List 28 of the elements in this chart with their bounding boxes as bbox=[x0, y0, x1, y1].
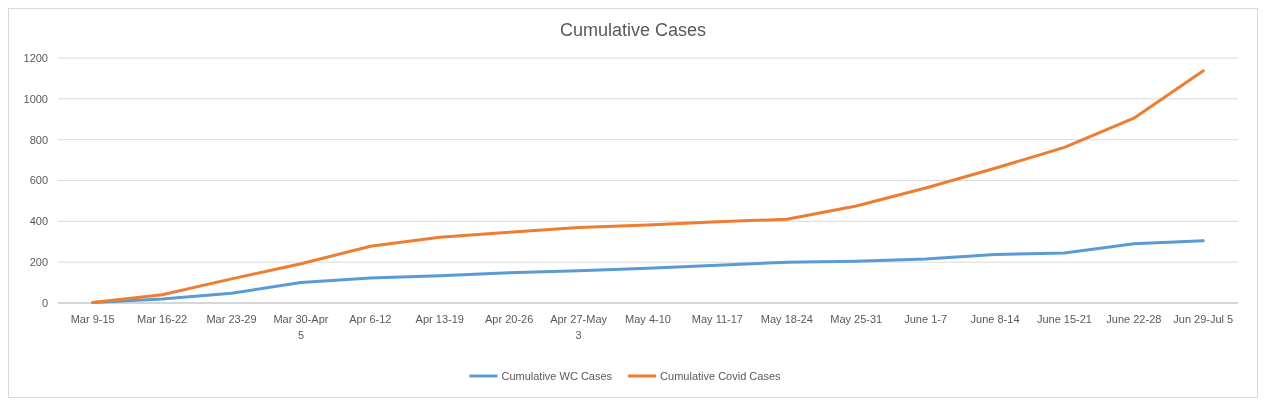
x-tick-label: June 8-14 bbox=[970, 313, 1020, 325]
x-tick-label: Apr 13-19 bbox=[415, 313, 464, 325]
x-tick-label: Mar 23-29 bbox=[206, 313, 257, 325]
y-tick-label: 400 bbox=[29, 215, 48, 228]
x-tick-label: Apr 6-12 bbox=[349, 313, 392, 325]
x-tick-label: June 15-21 bbox=[1036, 313, 1092, 325]
x-tick-label: Mar 16-22 bbox=[137, 313, 188, 325]
x-tick-label: Mar 9-15 bbox=[70, 313, 115, 325]
line-series bbox=[91, 69, 1205, 305]
legend-label: Cumulative WC Cases bbox=[501, 369, 613, 382]
x-tick-label: Apr 27-May 3 bbox=[550, 313, 608, 341]
y-tick-label: 800 bbox=[29, 133, 48, 146]
y-tick-label: 600 bbox=[29, 174, 48, 187]
y-tick-label: 1000 bbox=[23, 92, 48, 105]
x-tick-label: May 18-24 bbox=[760, 313, 813, 325]
legend-label: Cumulative Covid Cases bbox=[660, 369, 782, 382]
x-tick-label: Jun 29-Jul 5 bbox=[1173, 313, 1234, 325]
y-tick-label: 1200 bbox=[23, 51, 48, 64]
y-tick-label: 200 bbox=[29, 256, 48, 269]
x-tick-label: May 11-17 bbox=[691, 313, 743, 325]
x-tick-label: May 4-10 bbox=[625, 313, 671, 325]
x-tick-label: Mar 30-Apr 5 bbox=[273, 313, 329, 341]
x-tick-label: June 1-7 bbox=[904, 313, 948, 325]
x-tick-label: Apr 20-26 bbox=[485, 313, 534, 325]
x-tick-label: May 25-31 bbox=[830, 313, 883, 325]
x-tick-label: June 22-28 bbox=[1106, 313, 1162, 325]
chart-title: Cumulative Cases bbox=[559, 20, 707, 40]
y-tick-label: 0 bbox=[41, 296, 48, 309]
